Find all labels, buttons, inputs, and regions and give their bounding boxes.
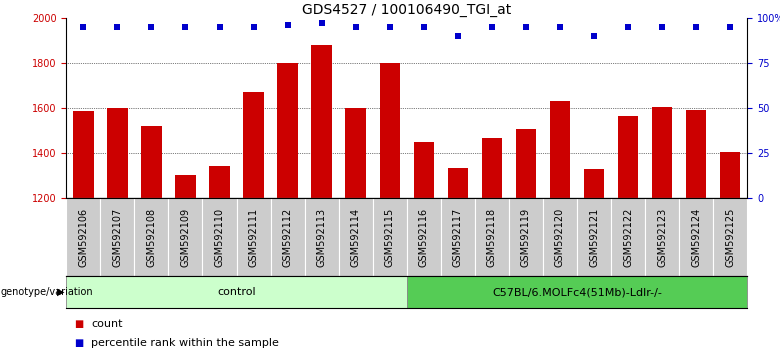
Bar <box>543 198 577 276</box>
Text: GSM592124: GSM592124 <box>691 207 701 267</box>
Text: GSM592125: GSM592125 <box>725 207 736 267</box>
Point <box>77 24 90 29</box>
Bar <box>448 168 468 198</box>
Bar <box>66 276 407 308</box>
Text: GSM592121: GSM592121 <box>589 207 599 267</box>
Text: GSM592106: GSM592106 <box>78 207 88 267</box>
Point <box>724 24 736 29</box>
Point <box>179 24 192 29</box>
Point <box>588 33 601 39</box>
Bar <box>346 108 366 198</box>
Point <box>622 24 634 29</box>
Point <box>554 24 566 29</box>
Bar <box>720 152 740 198</box>
Text: ■: ■ <box>74 319 83 329</box>
Bar <box>66 198 101 276</box>
Text: GSM592113: GSM592113 <box>317 207 327 267</box>
Point <box>145 24 158 29</box>
Text: ▶: ▶ <box>57 287 65 297</box>
Point <box>452 33 464 39</box>
Bar <box>686 110 707 198</box>
Bar <box>271 198 305 276</box>
Text: GSM592110: GSM592110 <box>215 207 225 267</box>
Text: percentile rank within the sample: percentile rank within the sample <box>91 338 279 348</box>
Bar <box>176 175 196 198</box>
Bar <box>407 276 747 308</box>
Text: GSM592122: GSM592122 <box>623 207 633 267</box>
Text: GSM592111: GSM592111 <box>249 207 258 267</box>
Bar <box>209 166 230 198</box>
Text: control: control <box>217 287 256 297</box>
Bar <box>236 198 271 276</box>
Bar <box>618 116 638 198</box>
Bar <box>243 92 264 198</box>
Bar <box>339 198 373 276</box>
Text: GSM592123: GSM592123 <box>657 207 667 267</box>
Point <box>247 24 260 29</box>
Bar <box>203 198 236 276</box>
Point <box>656 24 668 29</box>
Bar <box>373 198 407 276</box>
Point <box>486 24 498 29</box>
Text: genotype/variation: genotype/variation <box>1 287 94 297</box>
Title: GDS4527 / 100106490_TGI_at: GDS4527 / 100106490_TGI_at <box>302 3 512 17</box>
Text: GSM592119: GSM592119 <box>521 207 531 267</box>
Bar <box>407 198 441 276</box>
Text: C57BL/6.MOLFc4(51Mb)-Ldlr-/-: C57BL/6.MOLFc4(51Mb)-Ldlr-/- <box>492 287 662 297</box>
Bar <box>101 198 134 276</box>
Text: GSM592114: GSM592114 <box>351 207 360 267</box>
Point <box>519 24 532 29</box>
Bar <box>577 198 611 276</box>
Point <box>417 24 430 29</box>
Bar <box>482 138 502 198</box>
Text: GSM592117: GSM592117 <box>453 207 463 267</box>
Bar <box>278 63 298 198</box>
Bar <box>73 112 94 198</box>
Point <box>384 24 396 29</box>
Point <box>111 24 123 29</box>
Point <box>282 22 294 28</box>
Point <box>690 24 703 29</box>
Point <box>349 24 362 29</box>
Text: ■: ■ <box>74 338 83 348</box>
Bar <box>645 198 679 276</box>
Bar <box>413 142 434 198</box>
Bar <box>475 198 509 276</box>
Bar <box>305 198 339 276</box>
Bar <box>441 198 475 276</box>
Bar <box>168 198 203 276</box>
Text: GSM592116: GSM592116 <box>419 207 429 267</box>
Text: GSM592107: GSM592107 <box>112 207 122 267</box>
Text: count: count <box>91 319 122 329</box>
Bar <box>134 198 168 276</box>
Bar <box>679 198 713 276</box>
Bar <box>380 63 400 198</box>
Text: GSM592109: GSM592109 <box>180 207 190 267</box>
Text: GSM592115: GSM592115 <box>385 207 395 267</box>
Bar <box>652 107 672 198</box>
Bar <box>509 198 543 276</box>
Bar <box>583 169 605 198</box>
Bar <box>611 198 645 276</box>
Point <box>213 24 225 29</box>
Bar <box>141 126 161 198</box>
Bar <box>713 198 747 276</box>
Text: GSM592108: GSM592108 <box>147 207 157 267</box>
Text: GSM592120: GSM592120 <box>555 207 565 267</box>
Bar <box>516 130 536 198</box>
Bar <box>107 108 128 198</box>
Bar <box>311 45 332 198</box>
Text: GSM592112: GSM592112 <box>282 207 292 267</box>
Bar <box>550 101 570 198</box>
Text: GSM592118: GSM592118 <box>487 207 497 267</box>
Point <box>315 20 328 26</box>
